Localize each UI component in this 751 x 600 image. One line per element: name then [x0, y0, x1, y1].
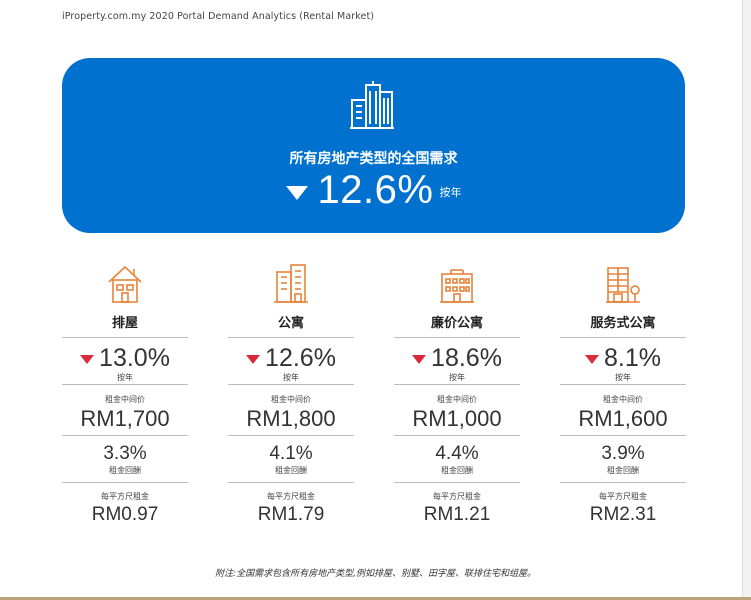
divider: [394, 384, 520, 385]
buildings-icon: [350, 81, 394, 129]
divider: [560, 435, 686, 436]
national-demand-panel: 所有房地产类型的全国需求 12.6% 按年: [62, 58, 685, 233]
psf-value: RM1.79: [257, 504, 325, 525]
down-arrow-icon: [80, 355, 95, 364]
divider: [228, 384, 354, 385]
property-type-column: 廉价公寓 18.6% 按年 租金中间价 RM1,000 4.4% 租金回酬 每平…: [394, 262, 520, 526]
apartment-icon: [274, 264, 308, 303]
change-value: 18.6%: [431, 343, 502, 372]
divider: [394, 337, 520, 338]
serviced-apartment-icon: [606, 267, 640, 303]
median-rent-label: 租金中间价: [105, 395, 145, 404]
rental-yield-label: 租金回酬: [441, 466, 473, 475]
divider: [228, 482, 354, 483]
median-rent-value: RM1,800: [246, 406, 336, 431]
divider: [62, 435, 188, 436]
psf-label: 每平方尺租金: [101, 492, 149, 501]
divider: [560, 337, 686, 338]
terrace-house-icon: [108, 265, 142, 303]
change-unit: 按年: [615, 373, 631, 382]
hero-unit: 按年: [439, 185, 462, 199]
hero-stat: 12.6% 按年: [62, 168, 685, 213]
annual-change: 8.1%: [560, 343, 686, 372]
median-rent-label: 租金中间价: [603, 395, 643, 404]
median-rent-label: 租金中间价: [271, 395, 311, 404]
rental-yield-value: 3.3%: [103, 443, 147, 464]
rental-yield-label: 租金回酬: [607, 466, 639, 475]
rental-yield-value: 4.1%: [269, 443, 313, 464]
property-type-column: 公寓 12.6% 按年 租金中间价 RM1,800 4.1% 租金回酬 每平方尺…: [228, 262, 354, 526]
median-rent-value: RM1,700: [80, 406, 170, 431]
rental-yield-label: 租金回酬: [109, 466, 141, 475]
change-unit: 按年: [283, 373, 299, 382]
divider: [560, 384, 686, 385]
hero-title: 所有房地产类型的全国需求: [289, 151, 458, 167]
divider: [228, 337, 354, 338]
low-cost-flat-icon: [440, 269, 474, 303]
column-title: 服务式公寓: [590, 316, 656, 331]
page-bottom-edge: [0, 597, 751, 600]
divider: [62, 482, 188, 483]
psf-label: 每平方尺租金: [599, 492, 647, 501]
divider: [228, 435, 354, 436]
divider: [62, 337, 188, 338]
psf-value: RM0.97: [91, 504, 159, 525]
psf-label: 每平方尺租金: [267, 492, 315, 501]
divider: [62, 384, 188, 385]
divider: [394, 435, 520, 436]
rental-yield-label: 租金回酬: [275, 466, 307, 475]
divider: [560, 482, 686, 483]
source-caption: iProperty.com.my 2020 Portal Demand Anal…: [62, 11, 375, 22]
change-value: 12.6%: [265, 343, 336, 372]
page-edge: [742, 0, 751, 600]
rental-yield-value: 3.9%: [601, 443, 645, 464]
psf-label: 每平方尺租金: [433, 492, 481, 501]
column-title: 公寓: [277, 316, 304, 331]
rental-yield-value: 4.4%: [435, 443, 479, 464]
property-type-column: 服务式公寓 8.1% 按年 租金中间价 RM1,600 3.9% 租金回酬 每平…: [560, 262, 686, 526]
median-rent-label: 租金中间价: [437, 395, 477, 404]
hero-value: 12.6%: [317, 168, 434, 212]
change-unit: 按年: [449, 373, 465, 382]
median-rent-value: RM1,000: [412, 406, 502, 431]
annual-change: 13.0%: [62, 343, 188, 372]
down-arrow-icon: [585, 355, 599, 364]
down-arrow-icon: [285, 185, 308, 200]
change-value: 8.1%: [604, 343, 661, 372]
change-unit: 按年: [117, 373, 133, 382]
footnote: 附注:全国需求包含所有房地产类型,例如排屋、别墅、田字屋、联排住宅和组屋。: [215, 569, 536, 579]
psf-value: RM2.31: [589, 504, 657, 525]
annual-change: 12.6%: [228, 343, 354, 372]
column-title: 廉价公寓: [430, 316, 483, 331]
property-type-column: 排屋 13.0% 按年 租金中间价 RM1,700 3.3% 租金回酬 每平方尺…: [62, 262, 188, 526]
psf-value: RM1.21: [423, 504, 491, 525]
median-rent-value: RM1,600: [578, 406, 668, 431]
down-arrow-icon: [246, 355, 261, 364]
divider: [394, 482, 520, 483]
annual-change: 18.6%: [394, 343, 520, 372]
change-value: 13.0%: [99, 343, 170, 372]
down-arrow-icon: [412, 355, 427, 364]
column-title: 排屋: [111, 316, 138, 331]
